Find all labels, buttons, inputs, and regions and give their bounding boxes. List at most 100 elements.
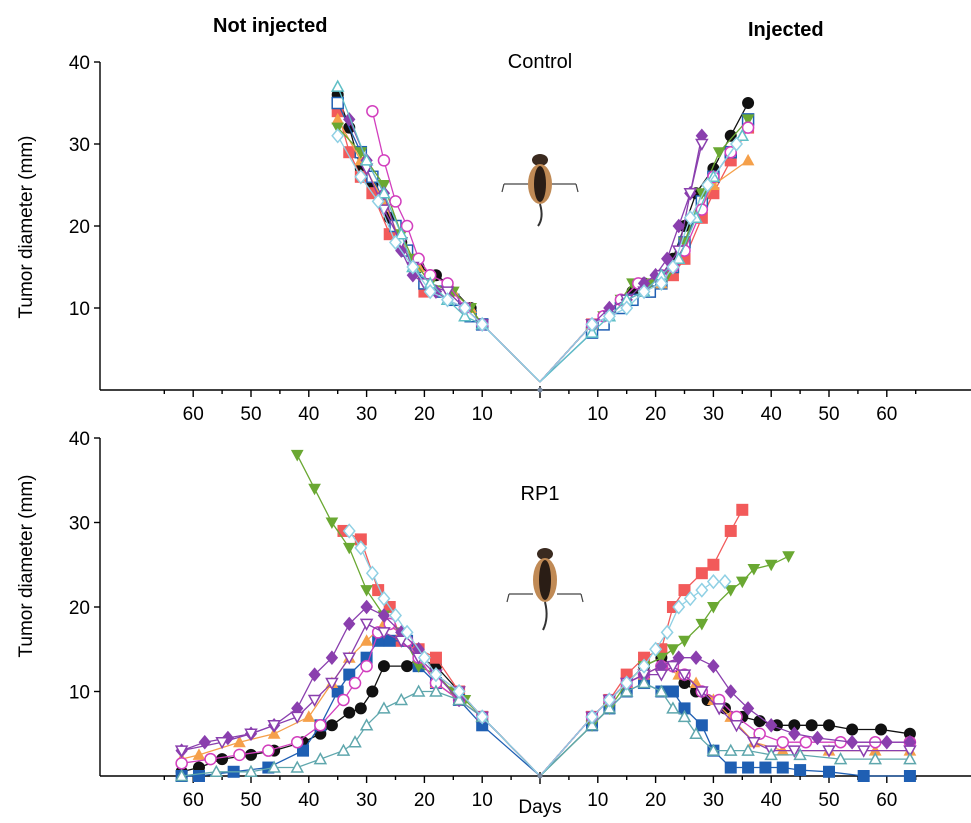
y-tick-label: 20 <box>69 217 90 238</box>
x-tick-label-left: 60 <box>183 790 204 811</box>
series-9 <box>331 128 744 383</box>
data-point-right <box>677 709 692 723</box>
data-point-left <box>377 627 391 640</box>
data-point-right <box>695 582 709 598</box>
series-7 <box>174 618 917 777</box>
data-point-left <box>360 659 373 673</box>
series-line-left <box>337 102 541 383</box>
data-point-right <box>724 684 737 699</box>
data-point-right <box>741 153 755 166</box>
x-axis-label: Days <box>518 797 561 818</box>
data-point-right <box>666 644 680 656</box>
series-line-left <box>337 127 541 383</box>
data-point-left <box>342 542 356 555</box>
data-point-left <box>325 650 339 665</box>
series-6 <box>175 599 917 777</box>
data-point-right <box>695 686 709 699</box>
data-point-left <box>342 523 356 539</box>
data-point-right <box>741 121 755 134</box>
data-point-right <box>729 720 744 733</box>
x-tick-label-right: 40 <box>761 404 782 425</box>
data-point-left <box>441 292 455 308</box>
data-point-left <box>360 585 373 597</box>
injected-header: Injected <box>748 19 824 41</box>
data-point-right <box>602 701 617 714</box>
series-line-right <box>539 509 743 777</box>
data-point-right <box>689 726 703 739</box>
series-3 <box>175 617 917 777</box>
data-point-left <box>458 309 472 322</box>
data-point-right <box>846 723 859 736</box>
data-point-right <box>742 761 755 774</box>
data-point-left <box>394 635 409 648</box>
data-point-left <box>290 449 304 462</box>
x-tick-label-right: 50 <box>818 790 839 811</box>
data-point-left <box>458 300 472 316</box>
data-point-right <box>730 136 744 152</box>
data-point-left <box>377 186 391 199</box>
data-point-right <box>868 752 883 765</box>
data-point-left <box>297 744 310 757</box>
series-line-right <box>539 118 749 383</box>
data-point-left <box>354 540 368 556</box>
data-point-right <box>678 584 691 597</box>
data-point-right <box>602 692 616 708</box>
data-point-left <box>383 617 396 631</box>
data-point-left <box>192 770 205 782</box>
data-point-right <box>672 599 686 615</box>
data-point-left <box>377 154 391 167</box>
origin-point <box>537 773 543 779</box>
data-point-right <box>724 524 737 537</box>
data-point-left <box>343 616 356 632</box>
y-tick-label: 30 <box>69 514 90 535</box>
data-point-left <box>406 259 420 275</box>
data-point-left <box>475 709 489 725</box>
data-point-right <box>585 718 599 731</box>
data-point-right <box>735 576 749 589</box>
data-point-right <box>672 218 685 234</box>
data-point-left <box>429 666 443 683</box>
series-5 <box>175 617 917 777</box>
data-point-right <box>741 743 755 756</box>
data-point-right <box>776 735 790 749</box>
data-point-right <box>776 761 789 774</box>
data-point-left <box>377 608 391 623</box>
data-point-left <box>337 693 350 707</box>
data-point-left <box>174 768 189 782</box>
y-tick-label: 30 <box>69 135 90 156</box>
data-point-right <box>880 734 893 750</box>
data-point-right <box>724 761 737 774</box>
data-point-right <box>707 558 720 571</box>
x-tick-label-left: 30 <box>356 404 377 425</box>
data-point-left <box>377 701 391 714</box>
data-point-left <box>244 764 258 778</box>
data-point-left <box>366 685 379 698</box>
x-tick-label-right: 30 <box>703 790 724 811</box>
series-8 <box>174 675 917 782</box>
mouse-icon <box>501 154 579 227</box>
x-tick-label-right: 50 <box>818 404 839 425</box>
x-tick-label-left: 20 <box>414 790 435 811</box>
data-point-right <box>712 703 726 716</box>
data-point-right <box>712 147 726 159</box>
data-point-left <box>348 676 362 690</box>
x-tick-label-left: 60 <box>183 404 204 425</box>
data-point-right <box>602 308 616 324</box>
data-point-right <box>793 747 807 761</box>
data-point-left <box>267 760 281 773</box>
x-tick-label-left: 20 <box>414 404 435 425</box>
not-injected-header: Not injected <box>213 15 327 37</box>
x-tick-label-right: 10 <box>587 404 608 425</box>
data-point-left <box>400 219 414 233</box>
data-point-right <box>637 658 651 674</box>
rp1-y-axis-label: Tumor diameter (mm) <box>16 475 37 658</box>
data-point-left <box>371 193 385 210</box>
x-tick-label-left: 40 <box>298 790 319 811</box>
data-point-left <box>401 660 414 673</box>
origin-point <box>537 387 543 393</box>
y-tick-label: 40 <box>69 429 90 450</box>
x-tick-label-right: 60 <box>876 790 897 811</box>
series-line-left <box>337 135 541 383</box>
x-tick-label-left: 40 <box>298 404 319 425</box>
data-point-right <box>782 551 795 563</box>
